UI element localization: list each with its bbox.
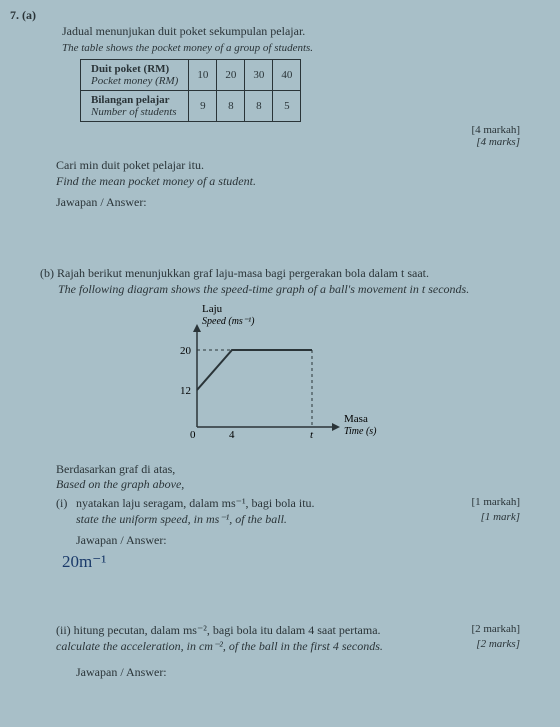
based-italic: Based on the graph above, <box>56 477 184 491</box>
label-main: Duit poket (RM) <box>91 63 169 75</box>
question-intro: Jadual menunjukan duit poket sekumpulan … <box>62 24 528 55</box>
row-label: Duit poket (RM) Pocket money (RM) <box>81 60 189 91</box>
bii-main: hitung pecutan, dalam ms⁻², bagi bola it… <box>74 623 381 637</box>
answer-label-bi: Jawapan / Answer: <box>76 533 528 548</box>
marks-italic: [1 mark] <box>481 511 520 523</box>
table-row: Bilangan pelajar Number of students 9 8 … <box>81 91 301 122</box>
table-cell: 30 <box>245 60 273 91</box>
bi-italic: state the uniform speed, in ms⁻¹, of the… <box>76 512 287 526</box>
partb-italic: The following diagram shows the speed-ti… <box>58 282 469 296</box>
find-main: Cari min duit poket pelajar itu. <box>56 158 204 172</box>
origin: 0 <box>190 429 196 441</box>
marks-italic: [2 marks] <box>476 638 520 650</box>
intro-text-italic: The table shows the pocket money of a gr… <box>62 42 313 54</box>
row-label: Bilangan pelajar Number of students <box>81 91 189 122</box>
part-b: (b) Rajah berikut menunjukkan graf laju-… <box>40 266 528 297</box>
find-instruction: Cari min duit poket pelajar itu. Find th… <box>56 158 528 189</box>
find-italic: Find the mean pocket money of a student. <box>56 174 256 188</box>
partb-number: (b) <box>40 266 54 280</box>
x-arrow <box>332 423 340 431</box>
marks-a: [4 markah] [4 marks] <box>32 124 520 148</box>
bi-main: nyatakan laju seragam, dalam ms⁻¹, bagi … <box>76 496 315 510</box>
marks-main: [1 markah] <box>471 496 520 508</box>
answer-label-bii: Jawapan / Answer: <box>76 665 528 680</box>
ylabel-main: Laju <box>202 303 223 315</box>
exam-page: 7. (a) Jadual menunjukan duit poket seku… <box>32 24 528 680</box>
xtick-4: 4 <box>229 429 235 441</box>
marks-bi: [1 markah] [1 mark] <box>471 495 520 525</box>
speed-line <box>197 350 312 390</box>
pocket-money-table: Duit poket (RM) Pocket money (RM) 10 20 … <box>80 59 301 122</box>
partb-main: Rajah berikut menunjukkan graf laju-masa… <box>57 266 429 280</box>
based-on-graph: Berdasarkan graf di atas, Based on the g… <box>56 462 528 493</box>
ytick-12: 12 <box>180 385 191 397</box>
table-cell: 8 <box>217 91 245 122</box>
marks-italic: [4 marks] <box>476 136 520 148</box>
subpart-ii: [2 markah] [2 marks] (ii) hitung pecutan… <box>56 622 528 654</box>
marks-main: [4 markah] <box>471 124 520 136</box>
label-italic: Number of students <box>91 106 177 118</box>
based-main: Berdasarkan graf di atas, <box>56 462 175 476</box>
table-cell: 8 <box>245 91 273 122</box>
label-italic: Pocket money (RM) <box>91 75 178 87</box>
table-cell: 40 <box>273 60 301 91</box>
label-main: Bilangan pelajar <box>91 94 170 106</box>
ylabel-italic: Speed (ms⁻¹) <box>202 316 255 327</box>
speed-time-graph: Laju Speed (ms⁻¹) 20 12 0 4 t Masa Time … <box>142 302 528 452</box>
subpart-i: [1 markah] [1 mark] (i) nyatakan laju se… <box>56 495 528 527</box>
xlabel-italic: Time (s) <box>344 426 377 437</box>
table-cell: 5 <box>273 91 301 122</box>
answer-label-a: Jawapan / Answer: <box>56 195 528 210</box>
table-row: Duit poket (RM) Pocket money (RM) 10 20 … <box>81 60 301 91</box>
table-cell: 20 <box>217 60 245 91</box>
intro-text-main: Jadual menunjukan duit poket sekumpulan … <box>62 24 305 38</box>
table-cell: 9 <box>189 91 217 122</box>
xtick-t: t <box>310 429 314 441</box>
marks-bii: [2 markah] [2 marks] <box>471 622 520 652</box>
question-number: 7. (a) <box>10 8 36 23</box>
table-cell: 10 <box>189 60 217 91</box>
graph-svg: Laju Speed (ms⁻¹) 20 12 0 4 t Masa Time … <box>142 302 402 452</box>
bii-number: (ii) <box>56 623 71 637</box>
xlabel-main: Masa <box>344 413 368 425</box>
marks-main: [2 markah] <box>471 623 520 635</box>
bi-number: (i) <box>56 495 67 511</box>
y-arrow <box>193 324 201 332</box>
handwritten-answer-i: 20m⁻¹ <box>62 552 528 572</box>
ytick-20: 20 <box>180 345 192 357</box>
bii-italic: calculate the acceleration, in cm⁻², of … <box>56 639 383 653</box>
